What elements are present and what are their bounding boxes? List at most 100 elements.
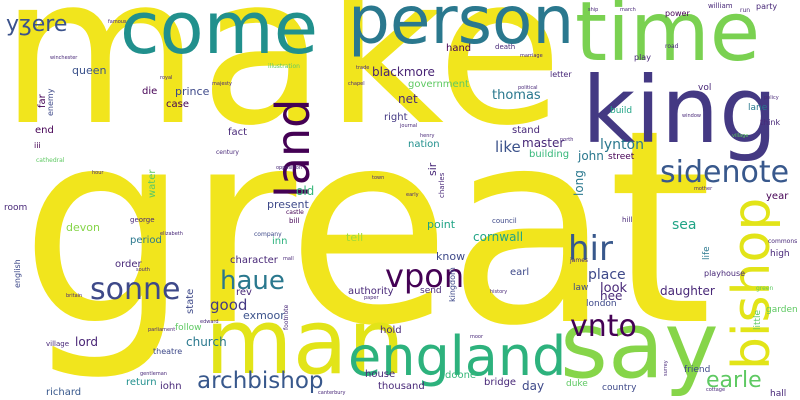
word-richard: richard	[46, 387, 82, 398]
word-castle: castle	[286, 209, 304, 216]
word-rev: rev	[236, 287, 252, 298]
word-iohn: iohn	[160, 381, 182, 392]
word-letter: letter	[550, 70, 572, 79]
word-winchester: winchester	[50, 55, 78, 61]
word-playhouse: playhouse	[704, 269, 746, 278]
word-footnote: footnote	[283, 304, 290, 330]
word-order: order	[115, 259, 142, 270]
word-hall: hall	[770, 389, 787, 399]
word-make: make	[0, 0, 563, 171]
word-day: day	[522, 379, 545, 393]
word-elizabeth: elizabeth	[160, 231, 183, 237]
word-great: great	[20, 73, 713, 385]
word-marriage: marriage	[520, 53, 543, 59]
word-gentleman: gentleman	[140, 371, 167, 377]
word-vpon: vpon	[385, 257, 465, 295]
word-council: council	[492, 217, 517, 225]
word-village: village	[46, 340, 70, 348]
word-sea: sea	[672, 217, 697, 233]
word-journal: journal	[400, 123, 418, 129]
word-come: come	[120, 0, 319, 70]
word-window: window	[682, 113, 701, 119]
word-early: early	[406, 192, 419, 198]
word-bill: bill	[289, 217, 300, 225]
word-tell: tell	[346, 231, 364, 244]
word-period: period	[130, 235, 162, 246]
word-sir: sir	[426, 162, 439, 176]
word-net: net	[398, 92, 418, 106]
word-sonne: sonne	[90, 272, 181, 307]
word-mother: mother	[694, 186, 713, 192]
word-vnto: vnto	[570, 309, 637, 344]
word-theatre: theatre	[153, 347, 183, 356]
word-ship: ship	[588, 7, 599, 13]
word-law: law	[573, 283, 589, 293]
word-power: power	[665, 9, 690, 18]
word-hold: hold	[380, 325, 402, 336]
word-nation: nation	[408, 139, 440, 150]
word-old: old	[296, 184, 315, 198]
word-king: king	[582, 57, 778, 164]
word-stand: stand	[512, 125, 540, 136]
word-haue: haue	[220, 266, 285, 296]
word-illustration: illustration	[268, 63, 300, 70]
word-george: george	[130, 216, 155, 224]
word-state: state	[185, 288, 196, 314]
word-queen: queen	[72, 64, 107, 77]
word-cornwall: cornwall	[473, 230, 524, 244]
word-village-2: village	[732, 133, 749, 139]
word-majesty: majesty	[212, 81, 232, 87]
word-london: london	[586, 299, 617, 309]
word-good: good	[210, 296, 248, 314]
word-hir: hir	[568, 229, 613, 269]
word-town: town	[372, 175, 385, 181]
word-church: church	[186, 335, 227, 349]
word-thousand: thousand	[378, 381, 425, 392]
word-die: die	[142, 86, 158, 97]
word-hour: hour	[92, 170, 104, 176]
word-think: think	[760, 118, 781, 127]
word-follow: follow	[175, 323, 202, 333]
word-daughter: daughter	[660, 284, 715, 298]
word-history: history	[490, 289, 508, 295]
word-government: government	[408, 79, 469, 90]
word-cottage: cottage	[706, 387, 726, 393]
word-high: high	[770, 249, 790, 259]
word-country: country	[602, 383, 637, 393]
word-fact: fact	[228, 127, 248, 138]
word-say: say	[560, 292, 719, 399]
word-edward: edward	[200, 319, 219, 325]
word-hill: hill	[622, 216, 633, 224]
word-enemy: enemy	[46, 88, 55, 116]
word-canterbury: canterbury	[318, 390, 346, 396]
word-person: person	[348, 0, 575, 59]
word-point: point	[427, 218, 456, 231]
word-lord: lord	[75, 335, 99, 349]
word-thomas: thomas	[492, 88, 541, 103]
word-hand: hand	[446, 43, 472, 54]
word-political: political	[518, 85, 538, 91]
word-water: water	[147, 169, 158, 199]
word-lynton: lynton	[600, 137, 644, 153]
word-mall: mall	[283, 256, 294, 262]
word-man: man	[205, 290, 405, 395]
word-earle: earle	[706, 368, 762, 393]
word-kingdom: kingdom	[448, 267, 457, 302]
word-britain: britain	[66, 293, 83, 299]
word-north: north	[560, 137, 574, 143]
word-place: place	[588, 267, 626, 283]
word-time: time	[575, 0, 761, 80]
word-year: year	[766, 191, 789, 202]
word-case: case	[166, 99, 189, 110]
word-lane: lane	[748, 103, 768, 113]
word-hee: hee	[600, 289, 623, 303]
word-friend: friend	[684, 365, 711, 375]
word-like: like	[495, 138, 521, 156]
word-william: william	[708, 2, 733, 10]
word-right: right	[384, 112, 408, 123]
word-century: century	[216, 149, 239, 156]
word-yzere: yʒere	[6, 12, 68, 37]
word-room: room	[4, 203, 28, 213]
word-cathedral: cathedral	[36, 157, 65, 164]
word-parliament: parliament	[148, 327, 176, 333]
